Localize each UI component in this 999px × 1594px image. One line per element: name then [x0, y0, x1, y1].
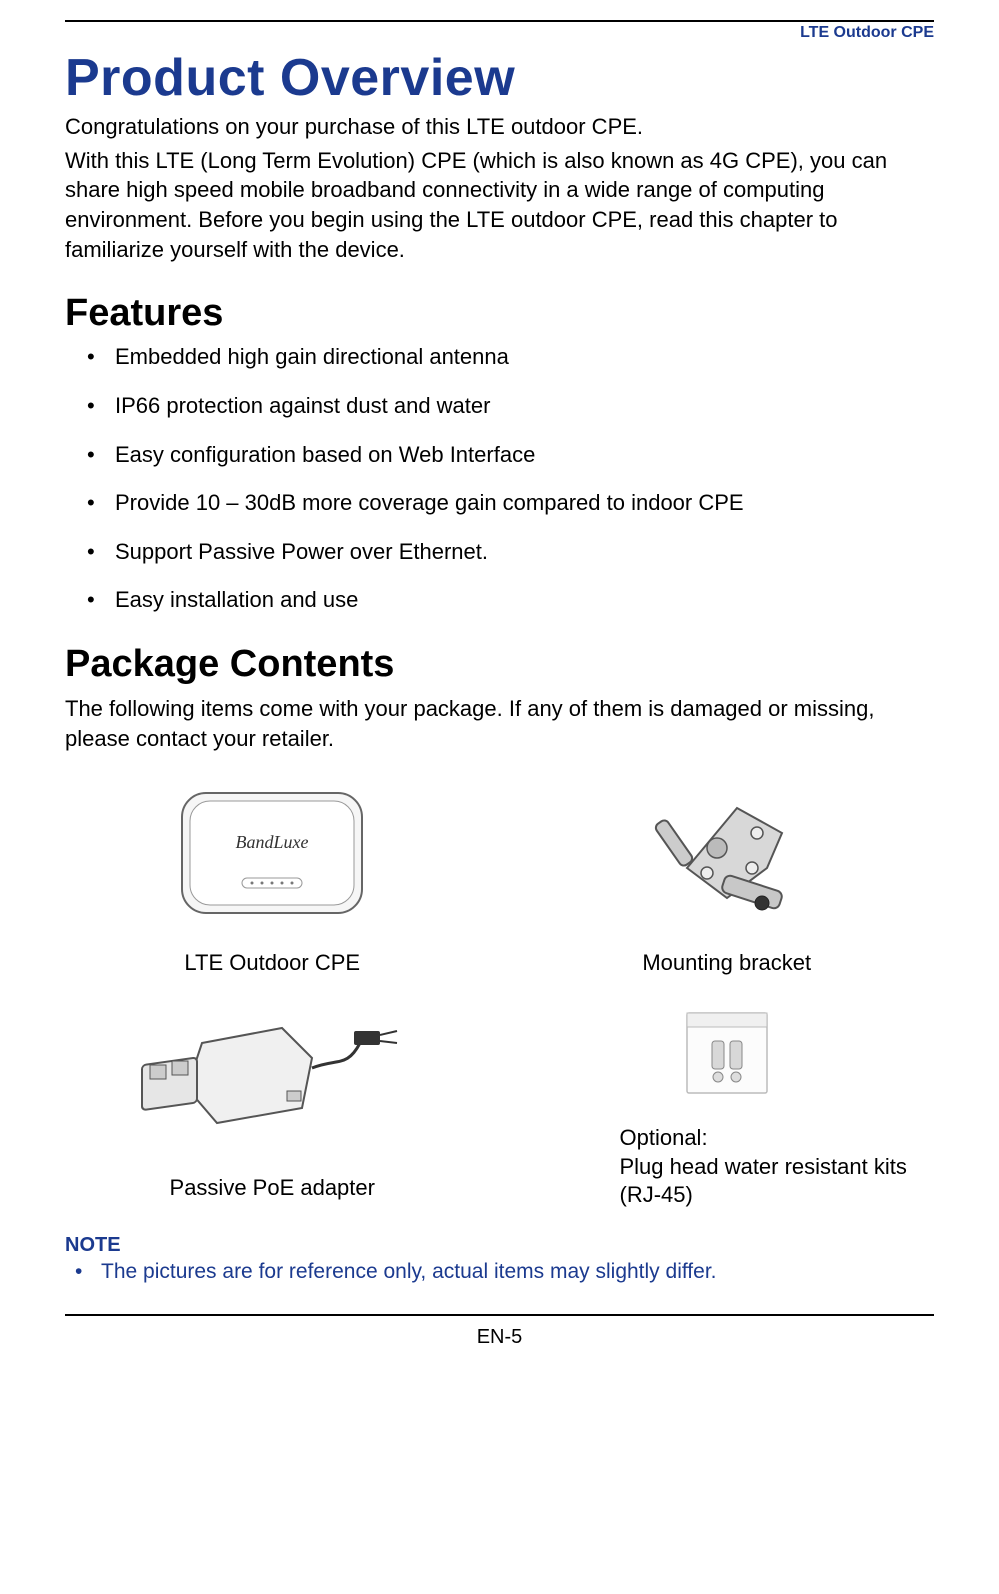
- features-list: Embedded high gain directional antenna I…: [87, 343, 934, 615]
- note-list: The pictures are for reference only, act…: [65, 1257, 934, 1286]
- package-item-rj45kit: Optional: Plug head water resistant kits…: [520, 998, 935, 1210]
- package-caption: Passive PoE adapter: [170, 1174, 375, 1203]
- rj45kit-image: [672, 998, 782, 1108]
- page-title: Product Overview: [65, 48, 934, 108]
- package-heading: Package Contents: [65, 643, 934, 686]
- feature-item: Easy installation and use: [87, 586, 934, 615]
- feature-item: Support Passive Power over Ethernet.: [87, 538, 934, 567]
- package-intro: The following items come with your packa…: [65, 694, 934, 753]
- poe-image: [122, 998, 422, 1158]
- feature-item: Embedded high gain directional antenna: [87, 343, 934, 372]
- package-item-bracket: Mounting bracket: [520, 773, 935, 978]
- package-grid: BandLuxe LTE Outdoor CPE: [65, 773, 934, 1209]
- package-caption: Optional: Plug head water resistant kits…: [520, 1124, 935, 1210]
- package-caption: Mounting bracket: [642, 949, 811, 978]
- footer-rule: [65, 1314, 934, 1316]
- package-item-cpe: BandLuxe LTE Outdoor CPE: [65, 773, 480, 978]
- intro-paragraph-2: With this LTE (Long Term Evolution) CPE …: [65, 146, 934, 265]
- bracket-image: [627, 773, 827, 933]
- features-heading: Features: [65, 292, 934, 335]
- svg-text:BandLuxe: BandLuxe: [236, 832, 309, 852]
- note-item: The pictures are for reference only, act…: [65, 1257, 934, 1286]
- header-rule: [65, 20, 934, 22]
- cpe-image: BandLuxe: [172, 773, 372, 933]
- package-caption: LTE Outdoor CPE: [184, 949, 360, 978]
- intro-paragraph-1: Congratulations on your purchase of this…: [65, 112, 934, 142]
- feature-item: Easy configuration based on Web Interfac…: [87, 441, 934, 470]
- page-number: EN-5: [65, 1326, 934, 1349]
- note-heading: NOTE: [65, 1234, 934, 1257]
- package-item-poe: Passive PoE adapter: [65, 998, 480, 1210]
- feature-item: Provide 10 – 30dB more coverage gain com…: [87, 489, 934, 518]
- feature-item: IP66 protection against dust and water: [87, 392, 934, 421]
- header-label: LTE Outdoor CPE: [65, 24, 934, 42]
